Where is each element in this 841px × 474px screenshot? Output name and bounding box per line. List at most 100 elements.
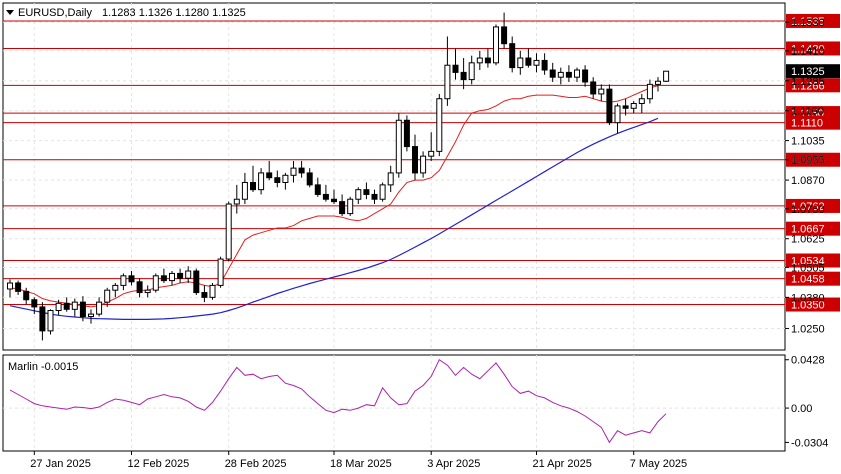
candle-body [363, 189, 370, 195]
candle-body [598, 88, 605, 95]
price-tick-label: 1.0250 [791, 323, 825, 335]
candle [614, 103, 621, 134]
candle [387, 165, 394, 193]
level-label-bg [786, 221, 840, 236]
candle [306, 168, 313, 188]
candle-body [630, 103, 637, 109]
candle-body [606, 88, 613, 124]
candle-body [217, 258, 224, 286]
level-label: 1.0534 [791, 255, 825, 267]
candle [112, 282, 119, 298]
candle-body [193, 270, 200, 294]
candle-body [663, 70, 670, 82]
candle [225, 201, 232, 262]
candle-body [266, 172, 273, 179]
candle-body [622, 105, 629, 109]
candle-body [493, 26, 499, 64]
osc-tick-label: 0.0428 [791, 355, 825, 367]
candle [47, 309, 54, 335]
candle-body [63, 302, 70, 310]
candle [525, 48, 532, 68]
price-tick-label: 1.1285 [791, 76, 825, 88]
fast-ma-line [9, 85, 659, 308]
level-label: 1.0955 [791, 155, 825, 167]
candle [355, 187, 362, 205]
oscillator: 0.0428 0.00 -0.0304 [3, 355, 828, 449]
candle-body [371, 193, 378, 200]
price-tick-label: 1.1160 [791, 106, 824, 118]
price-tick-label: 1.0955 [791, 155, 825, 167]
candle-body [79, 301, 86, 317]
candle [517, 50, 524, 75]
candle-body [47, 310, 54, 332]
candle [266, 160, 273, 181]
candle-body [120, 275, 127, 286]
candle-body [444, 64, 451, 100]
candle-body [549, 69, 556, 78]
osc-tick-label: -0.0304 [791, 437, 828, 449]
candle-body [39, 306, 46, 332]
candle [298, 160, 305, 178]
candle-body [322, 193, 329, 200]
candle-body [646, 83, 653, 100]
candle-body [428, 150, 435, 157]
candle [104, 287, 111, 307]
candle [322, 184, 329, 202]
candle [590, 77, 597, 99]
candle [331, 189, 337, 205]
candle-body [565, 71, 572, 78]
candle-body [452, 64, 459, 73]
candle-body [509, 43, 516, 69]
candle [152, 273, 159, 293]
candle-body [614, 105, 621, 124]
candle [96, 297, 103, 317]
level-label-bg [786, 13, 840, 28]
candle [403, 115, 410, 152]
candle-body [225, 203, 232, 260]
candle [379, 182, 386, 202]
time-tick-label: 3 Apr 2025 [427, 458, 480, 470]
candle-body [387, 172, 394, 186]
candle [177, 268, 184, 283]
candle [250, 165, 256, 193]
candle [460, 58, 467, 90]
candle [646, 79, 653, 104]
main-panel [2, 2, 786, 351]
candle [193, 268, 200, 295]
candle-body [71, 301, 78, 310]
candle-body [355, 189, 362, 200]
candle [339, 194, 346, 216]
candle [444, 36, 451, 106]
candle [565, 65, 572, 82]
candle-body [314, 184, 321, 195]
candle-body [517, 57, 524, 69]
candle-body [250, 181, 256, 191]
level-label-bg [786, 253, 840, 268]
dropdown-icon[interactable] [6, 10, 14, 15]
price-tick-label: 1.1410 [791, 46, 825, 58]
candle-body [298, 167, 305, 174]
ohlc-readout: 1.1283 1.1326 1.1280 1.1325 [102, 7, 246, 19]
candle [630, 101, 637, 114]
price-tick-label: 1.0380 [791, 292, 825, 304]
candle-body [501, 26, 508, 45]
candle [549, 62, 556, 82]
level-label-bg [786, 198, 840, 213]
candle [509, 36, 516, 73]
candle-body [347, 198, 354, 215]
candle-body [468, 62, 475, 81]
level-label: 1.1110 [791, 118, 823, 130]
time-tick-label: 12 Feb 2025 [128, 458, 190, 470]
price-tick-label: 1.0870 [791, 175, 825, 187]
level-label-bg [786, 78, 840, 93]
candle [71, 298, 78, 317]
candle-body [31, 299, 38, 308]
candle [582, 65, 589, 87]
candle-body [96, 301, 103, 315]
candle-body [177, 272, 184, 279]
candle-body [403, 119, 410, 148]
candle-body [282, 174, 289, 183]
price-tick-label: 1.0625 [791, 234, 825, 246]
level-label: 1.0667 [791, 224, 825, 236]
